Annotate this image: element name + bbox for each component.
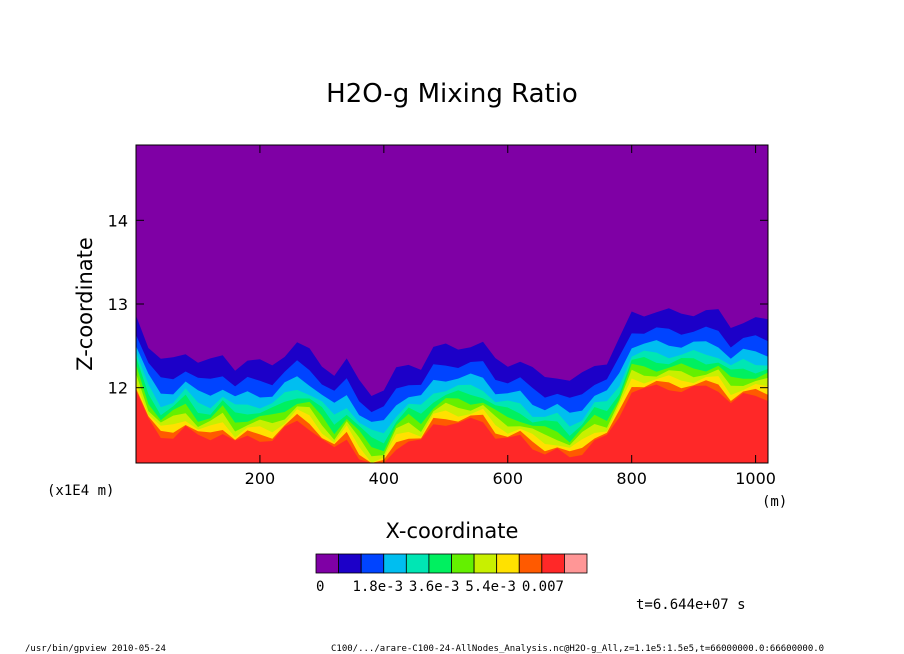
x-axis-title: X-coordinate [386,519,519,543]
colorbar-swatch [518,553,543,574]
y-axis: 12 13 14 [108,211,768,398]
footer-right: C100/.../arare-C100-24-AllNodes_Analysis… [331,644,824,654]
colorbar-swatch [473,553,498,574]
x-tick-label: 200 [245,469,276,488]
y-tick-label: 13 [108,295,128,314]
colorbar: 0 1.8e-3 3.6e-3 5.4e-3 0.007 [315,553,588,595]
x-tick-label: 400 [369,469,400,488]
y-unit-label: (x1E4 m) [47,483,114,499]
x-unit-label: (m) [762,494,787,510]
footer-left: /usr/bin/gpview 2010-05-24 [25,644,166,654]
colorbar-label: 5.4e-3 [465,579,516,595]
colorbar-swatch [496,553,520,574]
colorbar-swatch [428,553,452,574]
colorbar-label: 0 [316,579,324,595]
chart-title: H2O-g Mixing Ratio [326,79,578,109]
time-label: t=6.644e+07 s [636,597,746,613]
colorbar-swatch [383,553,407,574]
colorbar-label: 0.007 [522,579,564,595]
colorbar-swatch [451,553,475,574]
y-tick-label: 12 [108,379,128,398]
colorbar-swatch [315,553,339,574]
x-tick-label: 1000 [735,469,776,488]
x-tick-label: 800 [616,469,647,488]
colorbar-swatch [405,553,430,574]
colorbar-swatch [338,553,362,574]
colorbar-label: 3.6e-3 [409,579,460,595]
y-axis-title: Z-coordinate [73,237,97,371]
contour-field [136,145,768,463]
x-axis: 200 400 600 800 1000 [245,145,776,488]
colorbar-swatch [360,553,385,574]
colorbar-swatch [564,553,588,574]
colorbar-swatch [541,553,565,574]
x-tick-label: 600 [492,469,523,488]
colorbar-label: 1.8e-3 [352,579,403,595]
contour-band-10 [136,384,768,463]
y-tick-label: 14 [108,211,128,230]
